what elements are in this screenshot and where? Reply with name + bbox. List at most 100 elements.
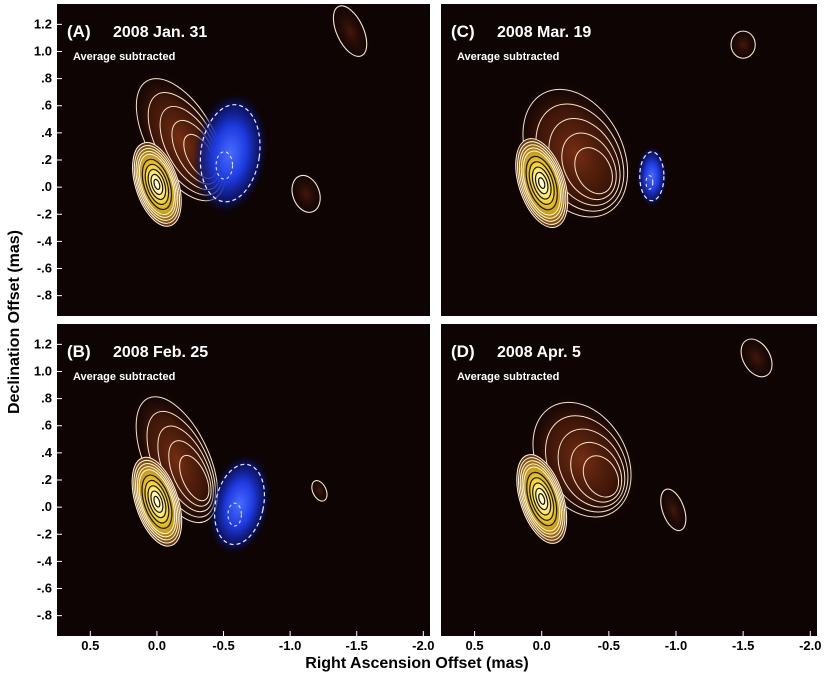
panel-b-y-ticks: 1.2 1.0 .8 .6 .4 .2 .0 -.2 -.4 -.6 -.8 bbox=[34, 336, 62, 623]
panel-a-core-contour-black-3 bbox=[147, 168, 167, 201]
panel-a-positive-contour-2 bbox=[291, 174, 321, 213]
panel-b-note: Average subtracted bbox=[73, 371, 175, 383]
panel-c-core-contour-white-5 bbox=[522, 150, 561, 216]
panel-b-core-contour-white-2 bbox=[133, 459, 181, 544]
panel-d-positive-blob-2 bbox=[736, 333, 777, 383]
panel-b-y-tick-label-3: .8 bbox=[41, 391, 52, 406]
panel-a-core-contour-white-2 bbox=[133, 145, 181, 224]
panel-a-core-contour-black-1 bbox=[141, 158, 173, 211]
panel-a-y-tick-label-3: .8 bbox=[41, 71, 52, 86]
panel-d-positive-contour-2 bbox=[740, 338, 773, 378]
panel-d-x-tick-label-1: 0.5 bbox=[466, 638, 484, 653]
panel-d-note: Average subtracted bbox=[457, 371, 559, 383]
panel-d-x-ticks: 0.5 0.0 -0.5 -1.0 -1.5 -2.0 bbox=[466, 631, 821, 653]
panel-c: (C) 2008 Mar. 19 Average subtracted bbox=[441, 4, 817, 316]
panel-d-core-contour-black-5 bbox=[538, 493, 546, 505]
panel-d-letter: (D) bbox=[451, 342, 475, 361]
panel-a-y-tick-label-6: .2 bbox=[41, 152, 52, 167]
panel-d-core-contour-white-3 bbox=[519, 460, 564, 538]
panel-b-date: 2008 Feb. 25 bbox=[113, 344, 208, 361]
panel-b-y-tick-label-4: .6 bbox=[41, 418, 52, 433]
panel-b-positive-contour-2 bbox=[311, 480, 328, 502]
panel-a-y-ticks: 1.2 1.0 .8 .6 .4 .2 .0 -.2 -.4 -.6 -.8 bbox=[34, 16, 62, 303]
panel-b: 1.2 1.0 .8 .6 .4 .2 .0 -.2 -.4 -.6 -.8 0.5 0.0 -0.5 -… bbox=[34, 324, 435, 653]
panel-a-y-tick-label-2: 1.0 bbox=[34, 43, 52, 58]
panel-b-y-tick-label-11: -.8 bbox=[37, 608, 52, 623]
panel-a-y-tick-label-9: -.4 bbox=[37, 233, 53, 248]
panel-c-jet-contour-4 bbox=[561, 132, 617, 200]
panel-a-core-contour-white-5 bbox=[138, 153, 175, 216]
panel-d-x-tick-label-3: -0.5 bbox=[598, 638, 620, 653]
panel-b-x-tick-label-6: -2.0 bbox=[412, 638, 434, 653]
panel-d-core-contour-black-3 bbox=[532, 482, 552, 516]
panel-b-letter: (B) bbox=[67, 342, 91, 361]
panel-c-core-contour-black-4 bbox=[534, 171, 549, 195]
panel-c-core-contour-white-1 bbox=[515, 138, 569, 228]
panel-b-marks bbox=[130, 387, 330, 555]
panel-d-positive-contour-1 bbox=[660, 488, 687, 532]
panel-b-y-tick-label-8: -.2 bbox=[37, 526, 52, 541]
panel-a-negative-contour-1 bbox=[199, 104, 261, 203]
x-axis-label: Right Ascension Offset (mas) bbox=[305, 655, 528, 672]
panel-b-y-tick-label-2: 1.0 bbox=[34, 363, 52, 378]
panel-b-core-contour-black-5 bbox=[153, 495, 161, 508]
panel-c-core-contour-black-3 bbox=[531, 166, 552, 200]
panel-d-x-tick-label-2: 0.0 bbox=[533, 638, 551, 653]
panel-c-positive-contour-2 bbox=[730, 30, 756, 59]
panel-b-y-tick-label-6: .2 bbox=[41, 472, 52, 487]
panel-a-positive-blob-2 bbox=[287, 169, 325, 218]
panel-a-core-contour-white-1 bbox=[132, 142, 182, 227]
panel-d-jet-contour-5 bbox=[582, 455, 620, 498]
panel-c-core-contour-black-5 bbox=[537, 177, 546, 189]
panel-a-core-contour-black-5 bbox=[153, 178, 161, 191]
panel-c-negative-inner-contour-1 bbox=[645, 174, 654, 190]
panel-c-letter: (C) bbox=[451, 22, 475, 41]
panel-a-core-contour-black-2 bbox=[144, 163, 170, 206]
panel-c-jet-contour-5 bbox=[574, 147, 613, 195]
panel-a-positive-blob-3 bbox=[328, 4, 372, 64]
panel-a-y-tick-label-8: -.2 bbox=[37, 206, 52, 221]
panel-d-jet-contour-4 bbox=[570, 441, 623, 503]
panel-b-core-contour-white-5 bbox=[138, 469, 176, 535]
panel-d-core-contour-white-2 bbox=[518, 457, 566, 541]
panel-b-core-contour-black-2 bbox=[144, 479, 170, 524]
panel-b-x-tick-label-5: -1.5 bbox=[346, 638, 368, 653]
panel-d-x-tick-label-4: -1.0 bbox=[665, 638, 687, 653]
panel-a-letter: (A) bbox=[67, 22, 91, 41]
panel-c-date: 2008 Mar. 19 bbox=[497, 24, 591, 41]
panel-b-jet-contour-4 bbox=[168, 440, 212, 507]
panel-a-core-contour-black-4 bbox=[150, 173, 164, 196]
panel-b-y-tick-label-10: -.6 bbox=[37, 581, 52, 596]
panel-d-x-tick-label-6: -2.0 bbox=[799, 638, 821, 653]
panel-d-jet-contour-3 bbox=[557, 428, 626, 508]
panel-c-negative-contour-1 bbox=[639, 151, 665, 202]
panel-b-core-contour-black-4 bbox=[150, 490, 164, 513]
panel-d-core-contour-white-1 bbox=[516, 454, 568, 544]
panel-b-y-tick-label-9: -.4 bbox=[37, 553, 53, 568]
panel-a-y-tick-label-4: .6 bbox=[41, 98, 52, 113]
panel-b-x-ticks: 0.5 0.0 -0.5 -1.0 -1.5 -2.0 bbox=[81, 631, 435, 653]
panel-a-y-tick-label-1: 1.2 bbox=[34, 16, 52, 31]
panel-a-marks bbox=[129, 4, 372, 227]
panel-b-core-contour-white-4 bbox=[136, 466, 177, 538]
panel-d-core-contour-black-2 bbox=[529, 477, 555, 521]
panel-c-core-contour-black-2 bbox=[528, 161, 555, 205]
panel-a: 1.2 1.0 .8 .6 .4 .2 .0 -.2 -.4 -.6 -.8 (A) 2008 Ja… bbox=[34, 4, 430, 316]
panel-b-y-tick-label-5: .4 bbox=[41, 445, 53, 460]
panel-c-note: Average subtracted bbox=[457, 51, 559, 63]
panel-a-y-tick-label-11: -.8 bbox=[37, 288, 52, 303]
panel-d-date: 2008 Apr. 5 bbox=[497, 344, 581, 361]
panel-a-y-tick-label-10: -.6 bbox=[37, 261, 52, 276]
panel-b-core-contour-white-3 bbox=[135, 463, 179, 541]
panel-b-y-tick-label-1: 1.2 bbox=[34, 336, 52, 351]
panel-b-positive-blob-2 bbox=[309, 477, 330, 505]
panel-d-core-contour-white-4 bbox=[521, 463, 562, 535]
panel-d-core-contour-black-4 bbox=[535, 487, 549, 511]
panel-b-core-contour-black-1 bbox=[141, 474, 173, 529]
panel-c-core-contour-white-3 bbox=[518, 144, 565, 222]
panel-c-core-contour-black-1 bbox=[525, 155, 558, 211]
panel-d-core-contour-white-5 bbox=[523, 466, 561, 532]
panel-a-positive-contour-3 bbox=[332, 5, 368, 57]
y-axis-label: Declination Offset (mas) bbox=[6, 230, 23, 414]
